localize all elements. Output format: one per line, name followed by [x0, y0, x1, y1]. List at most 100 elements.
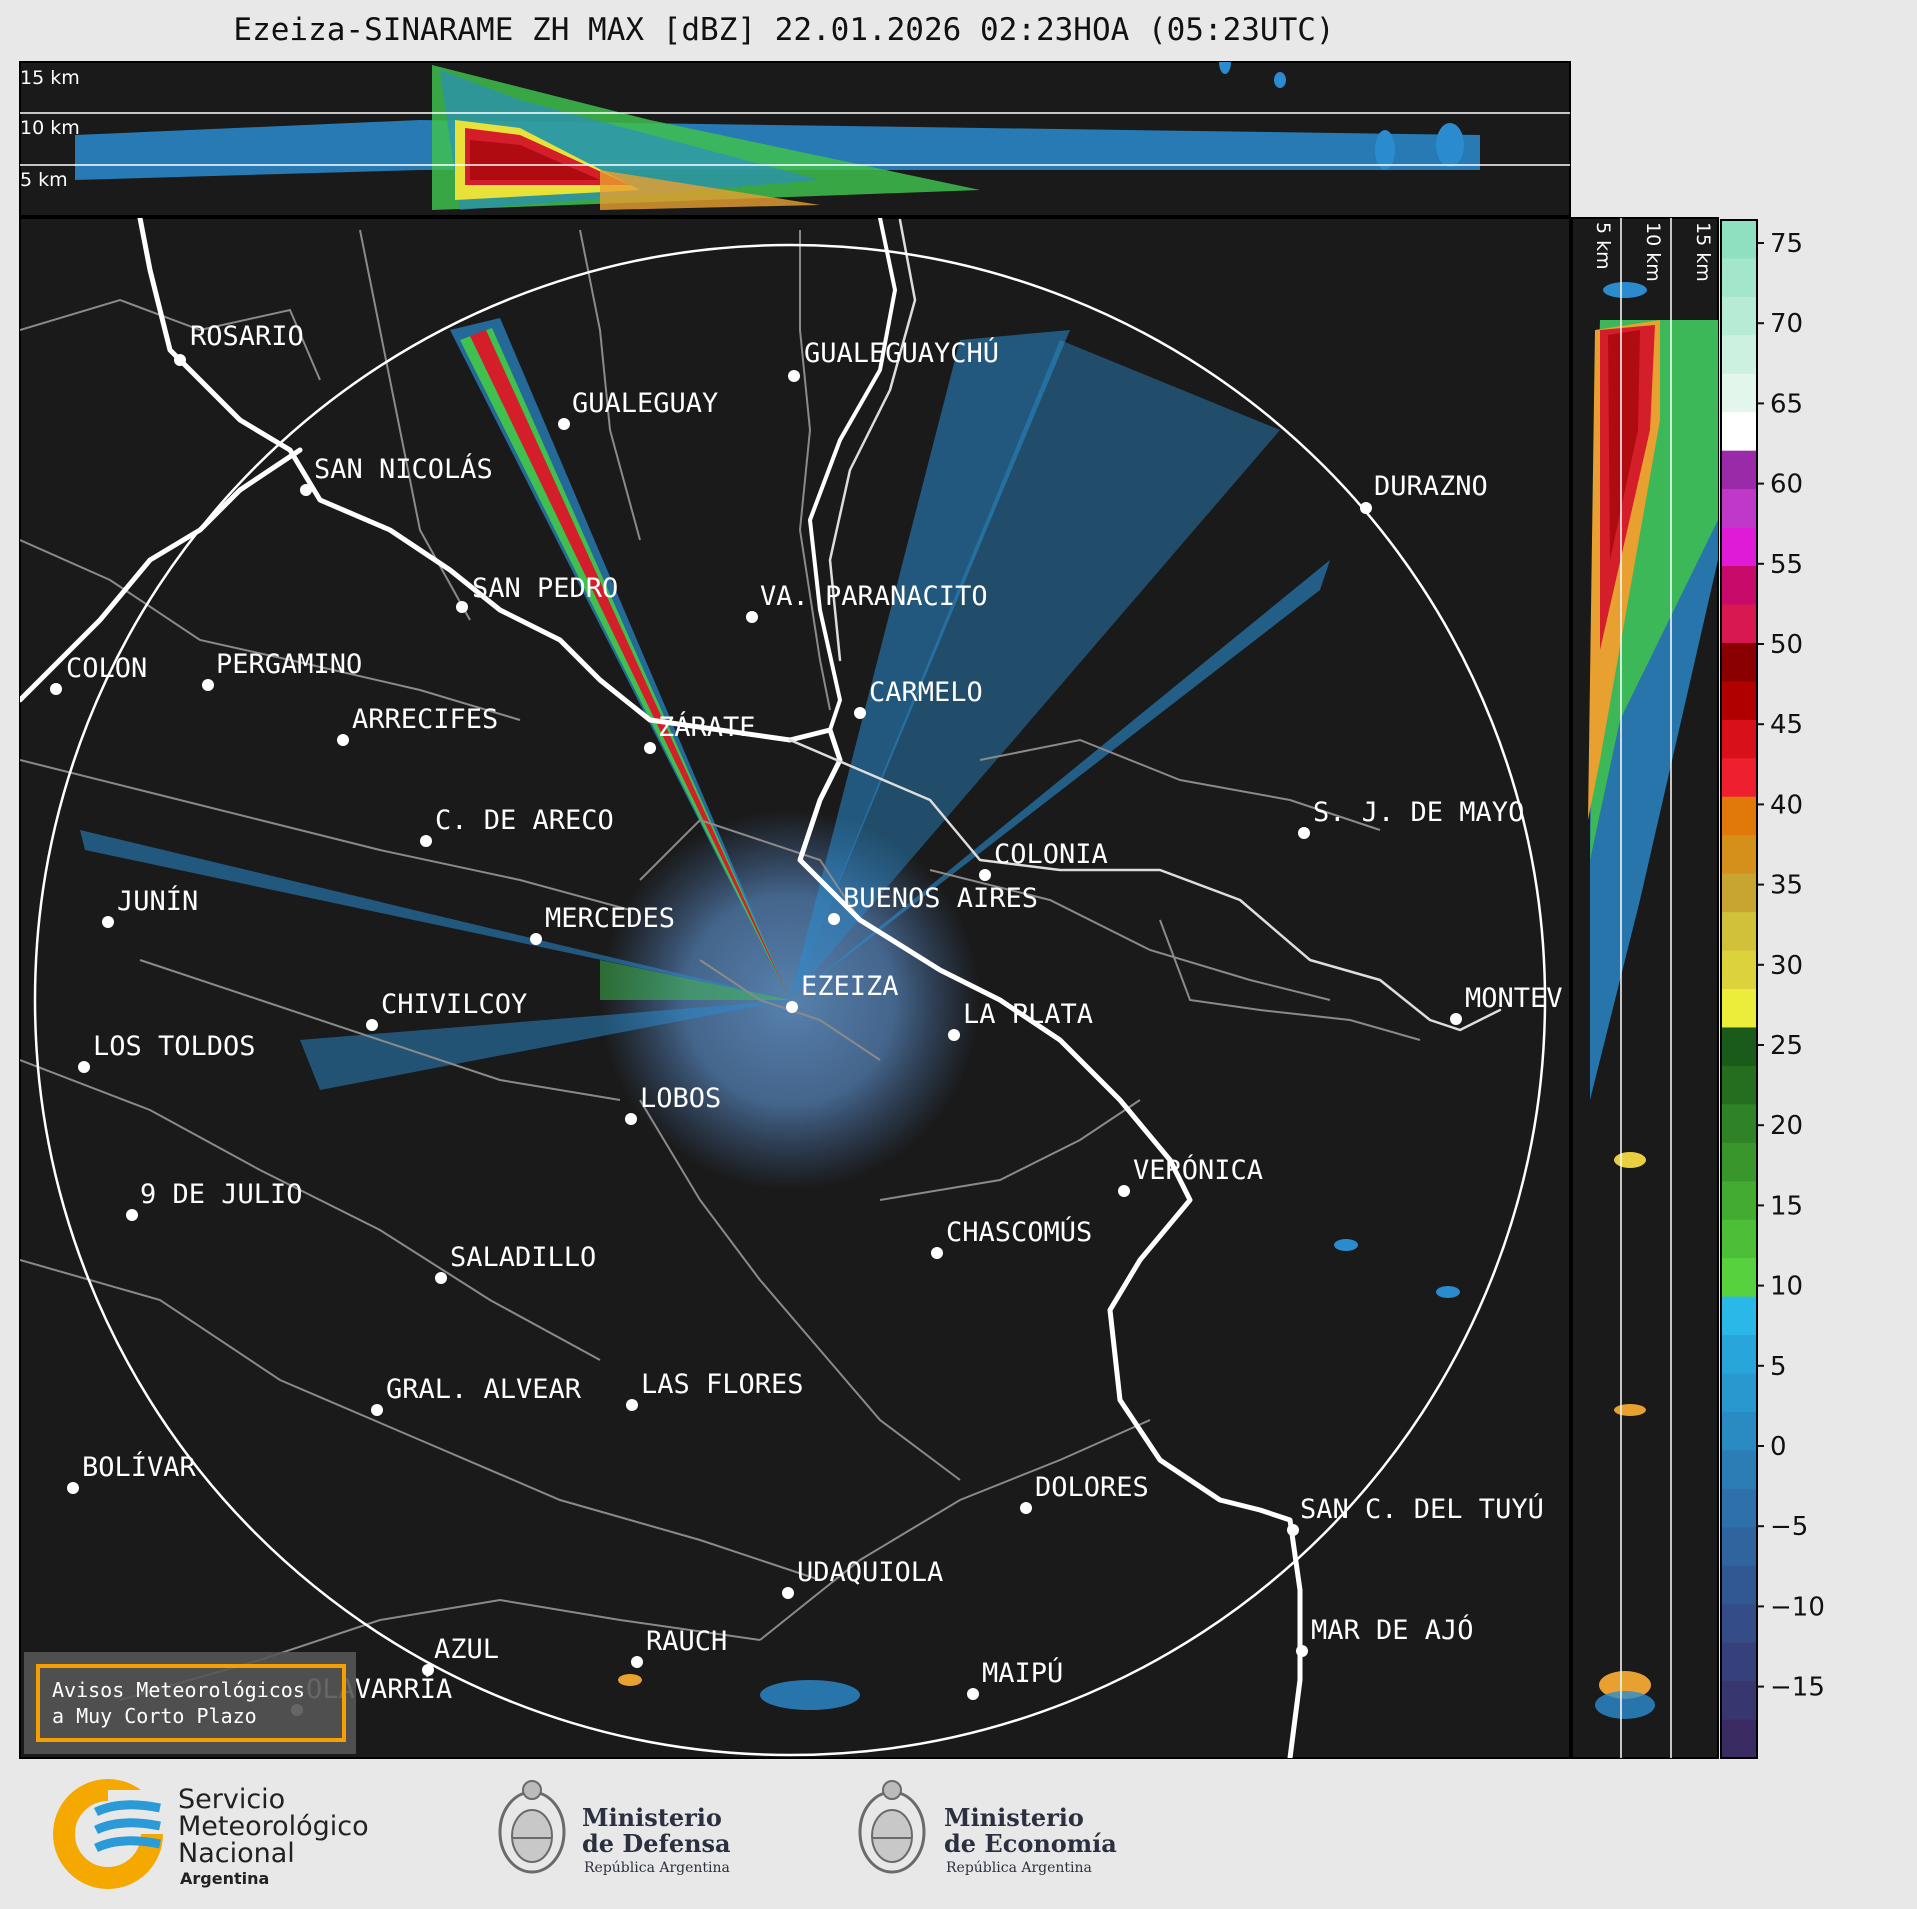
city-dot: [967, 1688, 979, 1700]
city-label: PERGAMINO: [216, 649, 362, 680]
city-dot: [435, 1272, 447, 1284]
colorbar-band: [1721, 1258, 1757, 1298]
colorbar-band: [1721, 1719, 1757, 1759]
city-dot: [1450, 1013, 1462, 1025]
city-dot: [782, 1587, 794, 1599]
city-dot: [300, 484, 312, 496]
colorbar-band: [1721, 258, 1757, 298]
city-marker: ROSARIO: [174, 321, 304, 366]
top-height-15km: 15 km: [20, 67, 80, 89]
colorbar-band: [1721, 489, 1757, 529]
side-height-10km: 10 km: [1642, 222, 1664, 282]
defensa-line3: República Argentina: [584, 1860, 730, 1876]
city-marker: MERCEDES: [530, 903, 675, 945]
colorbar-tick-label: 45: [1770, 710, 1803, 740]
colorbar-band: [1721, 1565, 1757, 1605]
side-echo-layer: [1588, 282, 1718, 1719]
city-label: SAN PEDRO: [472, 573, 618, 604]
city-dot: [786, 1001, 798, 1013]
city-marker: EZEIZA: [786, 971, 899, 1013]
top-height-5km: 5 km: [20, 169, 68, 191]
colorbar-tick-label: 20: [1770, 1111, 1803, 1141]
colorbar-band: [1721, 1104, 1757, 1144]
economia-line3: República Argentina: [946, 1860, 1092, 1876]
colorbar-tick-label: 40: [1770, 790, 1803, 820]
colorbar-band: [1721, 681, 1757, 721]
city-marker: MAR DE AJÓ: [1296, 1614, 1474, 1657]
city-marker: LOBOS: [625, 1083, 721, 1125]
city-marker: 9 DE JULIO: [126, 1179, 303, 1221]
city-dot: [746, 611, 758, 623]
city-dot: [788, 370, 800, 382]
city-dot: [371, 1404, 383, 1416]
economia-line2: de Economía: [944, 1829, 1117, 1858]
colorbar-band: [1721, 566, 1757, 606]
defensa-line1: Ministerio: [582, 1803, 722, 1832]
city-label: CHASCOMÚS: [946, 1216, 1092, 1248]
colorbar-band: [1721, 1181, 1757, 1221]
city-dot: [126, 1209, 138, 1221]
colorbar-band: [1721, 1642, 1757, 1682]
city-label: MERCEDES: [545, 903, 675, 934]
city-dot: [366, 1019, 378, 1031]
side-cross-section-panel: 5 km 10 km 15 km: [1571, 217, 1719, 1759]
city-dot: [854, 707, 866, 719]
city-label: EZEIZA: [801, 971, 899, 1002]
city-label: MONTEV: [1465, 983, 1563, 1014]
city-dot: [530, 933, 542, 945]
city-dot: [1360, 502, 1372, 514]
city-marker: MAIPÚ: [967, 1657, 1063, 1700]
city-dot: [828, 913, 840, 925]
city-dot: [558, 418, 570, 430]
colorbar-tick-label: 70: [1770, 309, 1803, 339]
political-borders: [20, 229, 1421, 1701]
city-label: GUALEGUAY: [572, 388, 718, 419]
ministerio-defensa-logo: Ministerio de Defensa República Argentin…: [498, 1780, 731, 1876]
colorbar-band: [1721, 1335, 1757, 1375]
coat-of-arms-icon: [498, 1780, 566, 1874]
city-dot: [644, 742, 656, 754]
city-marker: SAN NICOLÁS: [300, 453, 493, 496]
city-label: GRAL. ALVEAR: [386, 1374, 582, 1405]
city-dot: [456, 601, 468, 613]
city-marker: GUALEGUAYCHÚ: [788, 337, 999, 382]
city-label: DOLORES: [1035, 1472, 1149, 1503]
city-marker: LA PLATA: [948, 999, 1093, 1041]
city-marker: VERÓNICA: [1118, 1154, 1263, 1197]
city-label: GUALEGUAYCHÚ: [804, 337, 999, 369]
colorbar-tick-label: 75: [1770, 229, 1803, 259]
defensa-line2: de Defensa: [582, 1829, 731, 1858]
city-label: SALADILLO: [450, 1242, 596, 1273]
city-marker: SAN C. DEL TUYÚ: [1287, 1493, 1544, 1536]
city-label: ROSARIO: [190, 321, 304, 352]
city-label: ZÁRATE: [658, 711, 756, 743]
side-height-5km: 5 km: [1592, 222, 1614, 270]
top-cross-section-panel: 15 km 10 km 5 km: [19, 61, 1571, 217]
city-label: S. J. DE MAYO: [1313, 797, 1524, 828]
city-marker: C. DE ARECO: [420, 805, 614, 847]
colorbar-tick-label: 5: [1770, 1352, 1787, 1382]
alert-box[interactable]: Avisos Meteorológicos a Muy Corto Plazo: [24, 1652, 356, 1754]
city-label: SAN NICOLÁS: [314, 453, 493, 485]
coat-of-arms-icon: [858, 1780, 926, 1874]
city-marker: DOLORES: [1020, 1472, 1149, 1514]
colorbar-tick-label: 0: [1770, 1432, 1787, 1462]
city-label: DURAZNO: [1374, 471, 1488, 502]
city-dot: [67, 1482, 79, 1494]
city-marker: S. J. DE MAYO: [1298, 797, 1524, 839]
city-dot: [631, 1656, 643, 1668]
city-label: BUENOS AIRES: [843, 883, 1038, 914]
colorbar-band: [1721, 1681, 1757, 1721]
city-label: MAR DE AJÓ: [1311, 1614, 1474, 1646]
alert-box-line2: a Muy Corto Plazo: [52, 1704, 257, 1728]
city-label: ARRECIFES: [352, 704, 498, 735]
colorbar-band: [1721, 719, 1757, 759]
city-marker: BOLÍVAR: [67, 1451, 197, 1494]
city-marker: CHASCOMÚS: [931, 1216, 1092, 1259]
city-label: BOLÍVAR: [82, 1451, 197, 1483]
colorbar-tick-label: −10: [1770, 1592, 1825, 1622]
colorbar-tick-label: 25: [1770, 1031, 1803, 1061]
city-label: LA PLATA: [963, 999, 1093, 1030]
city-label: CHIVILCOY: [381, 989, 527, 1020]
